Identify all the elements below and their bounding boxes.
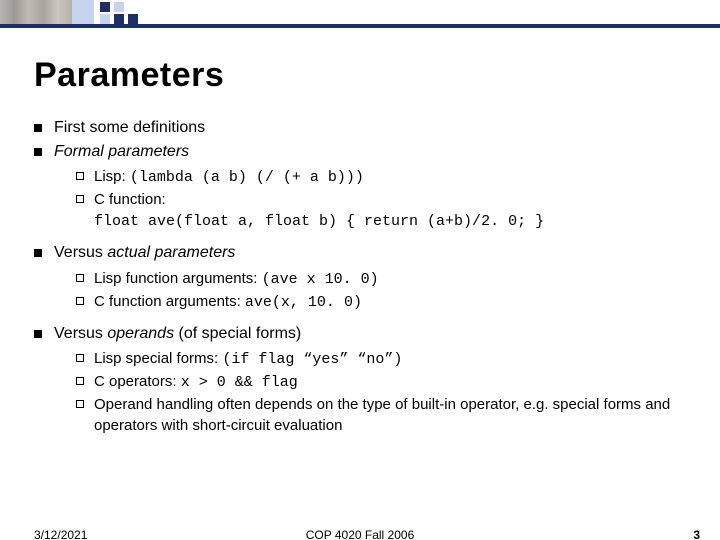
bullet-operands: Versus operands (of special forms) Lisp … xyxy=(34,323,686,437)
sub-lisp-args: Lisp function arguments: (ave x 10. 0) xyxy=(76,268,686,290)
text-versus-2: Versus xyxy=(54,325,107,342)
slide-body: Parameters First some definitions Formal… xyxy=(0,30,720,436)
sub-c-function: C function: float ave(float a, float b) … xyxy=(76,189,686,232)
sub-operand-handling: Operand handling often depends on the ty… xyxy=(76,394,686,436)
decor-lightblue-block xyxy=(72,0,94,24)
label-lisp: Lisp: xyxy=(94,168,130,185)
sub-c-args: C function arguments: ave(x, 10. 0) xyxy=(76,291,686,313)
decor-square xyxy=(100,2,110,12)
code-ave-call-lisp: (ave x 10. 0) xyxy=(262,271,379,288)
bullet-list: First some definitions Formal parameters… xyxy=(34,117,686,436)
sublist-operands: Lisp special forms: (if flag “yes” “no”)… xyxy=(54,348,686,436)
decor-navy-line xyxy=(0,24,720,28)
bullet-first-definitions: First some definitions xyxy=(34,117,686,139)
bullet-formal-parameters: Formal parameters Lisp: (lambda (a b) (/… xyxy=(34,141,686,233)
label-lisp-special: Lisp special forms: xyxy=(94,350,222,367)
label-c-args: C function arguments: xyxy=(94,293,245,310)
top-decor-band xyxy=(0,0,720,30)
text-actual-parameters: actual parameters xyxy=(107,244,235,261)
sub-lisp-special: Lisp special forms: (if flag “yes” “no”) xyxy=(76,348,686,370)
slide-title: Parameters xyxy=(34,56,686,95)
label-c-operators: C operators: xyxy=(94,373,181,390)
sub-c-operators: C operators: x > 0 && flag xyxy=(76,371,686,393)
sublist-actual: Lisp function arguments: (ave x 10. 0) C… xyxy=(54,268,686,313)
text-of-special-forms: (of special forms) xyxy=(174,325,301,342)
text-operands: operands xyxy=(107,325,174,342)
sub-lisp-lambda: Lisp: (lambda (a b) (/ (+ a b))) xyxy=(76,166,686,188)
code-if-flag: (if flag “yes” “no”) xyxy=(222,351,402,368)
text-formal-parameters: Formal parameters xyxy=(54,143,189,160)
code-ave-call-c: ave(x, 10. 0) xyxy=(245,294,362,311)
text-versus-1: Versus xyxy=(54,244,107,261)
label-lisp-args: Lisp function arguments: xyxy=(94,270,262,287)
code-c-expr: x > 0 && flag xyxy=(181,374,298,391)
footer-page-number: 3 xyxy=(693,528,700,540)
decor-square xyxy=(114,2,124,12)
footer-course: COP 4020 Fall 2006 xyxy=(0,528,720,540)
bullet-actual-parameters: Versus actual parameters Lisp function a… xyxy=(34,242,686,313)
sublist-formal: Lisp: (lambda (a b) (/ (+ a b))) C funct… xyxy=(54,166,686,232)
code-lambda: (lambda (a b) (/ (+ a b))) xyxy=(130,169,364,186)
decor-square xyxy=(100,14,110,24)
decor-square xyxy=(128,14,138,24)
decor-square xyxy=(114,14,124,24)
decor-photo-strip xyxy=(0,0,72,24)
code-ave-decl: float ave(float a, float b) { return (a+… xyxy=(94,213,544,230)
label-c-function: C function: xyxy=(94,191,166,208)
